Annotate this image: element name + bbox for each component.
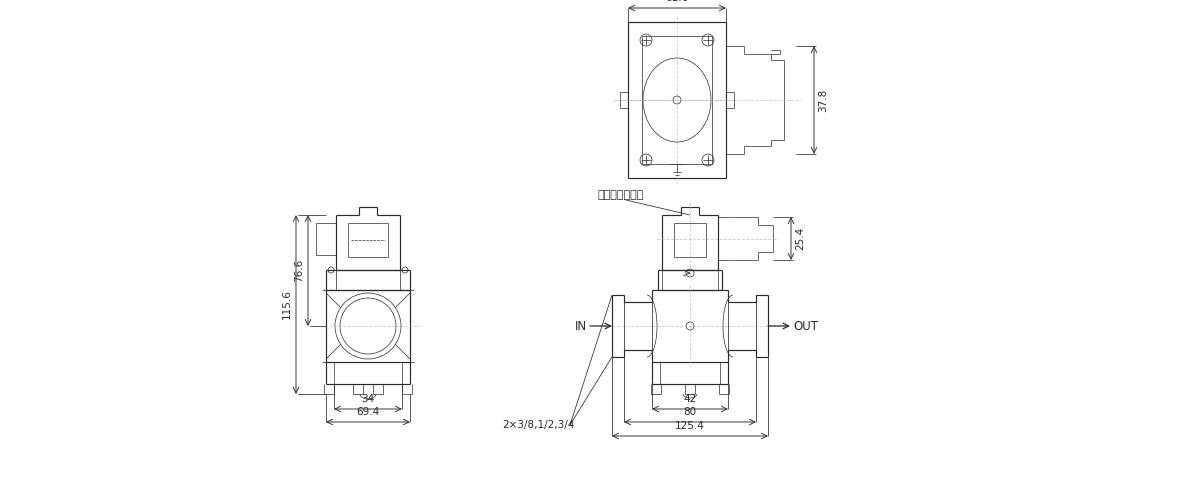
Text: 80: 80 — [683, 407, 696, 417]
Text: 25.4: 25.4 — [795, 227, 805, 250]
Text: OUT: OUT — [793, 320, 818, 332]
Text: ランプ付の場合: ランプ付の場合 — [598, 190, 645, 200]
Text: 61.6: 61.6 — [665, 0, 689, 3]
Text: 69.4: 69.4 — [356, 407, 380, 417]
Text: 76.6: 76.6 — [294, 259, 304, 282]
Text: 115.6: 115.6 — [282, 290, 292, 320]
Text: 34: 34 — [362, 394, 375, 404]
Text: 125.4: 125.4 — [674, 421, 704, 431]
Text: 42: 42 — [683, 394, 696, 404]
Text: 2×3/8,1/2,3/4: 2×3/8,1/2,3/4 — [502, 420, 574, 430]
Text: 37.8: 37.8 — [818, 88, 828, 112]
Text: IN: IN — [575, 320, 587, 332]
